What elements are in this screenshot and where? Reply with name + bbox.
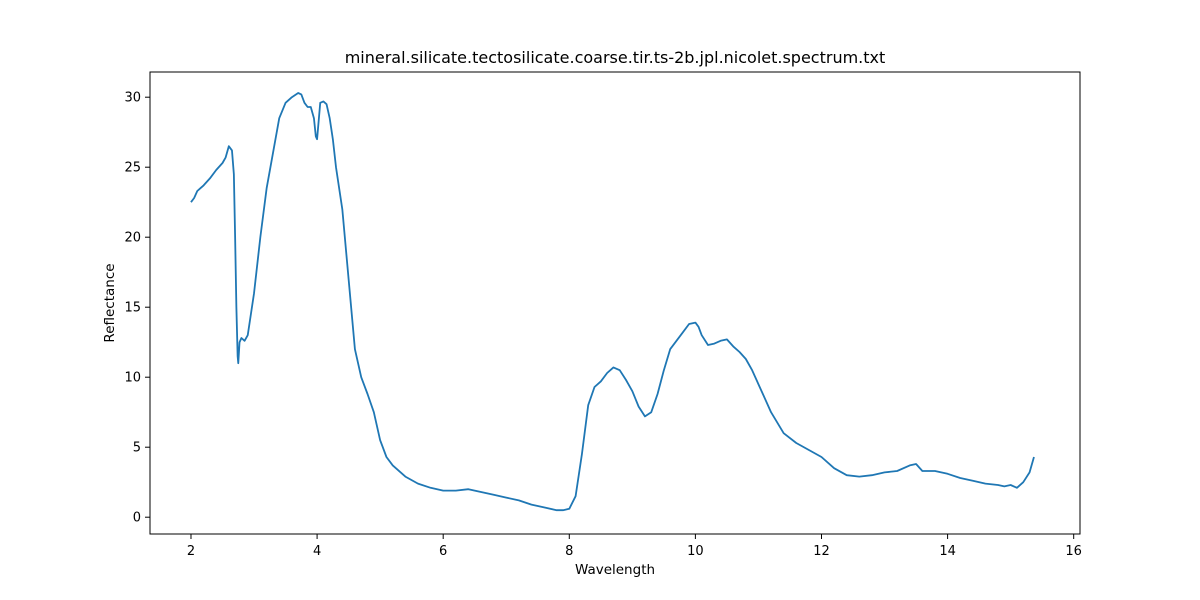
y-tick-label: 10 (124, 371, 141, 386)
plot-frame (149, 71, 1081, 535)
y-tick-label: 20 (124, 231, 141, 246)
x-axis: 2 4 6 8 10 12 14 16 (187, 534, 1082, 559)
x-tick-label: 6 (439, 544, 447, 559)
x-tick-label: 2 (187, 544, 195, 559)
y-tick-label: 15 (124, 301, 141, 316)
x-tick-label: 10 (687, 544, 704, 559)
y-axis: 0 5 10 15 20 25 30 (124, 91, 150, 526)
plot-area (149, 71, 1081, 535)
spectrum-line (190, 92, 1035, 512)
x-tick-label: 16 (1065, 544, 1082, 559)
x-tick-label: 4 (313, 544, 321, 559)
x-axis-label: Wavelength (575, 562, 655, 578)
y-tick-label: 25 (124, 161, 141, 176)
y-tick-label: 5 (133, 441, 141, 456)
x-tick-label: 12 (813, 544, 830, 559)
x-tick-label: 14 (939, 544, 956, 559)
y-axis-label: Reflectance (102, 263, 118, 342)
y-tick-label: 0 (133, 511, 141, 526)
y-tick-label: 30 (124, 91, 141, 106)
x-tick-label: 8 (565, 544, 573, 559)
chart-title: mineral.silicate.tectosilicate.coarse.ti… (345, 48, 886, 67)
